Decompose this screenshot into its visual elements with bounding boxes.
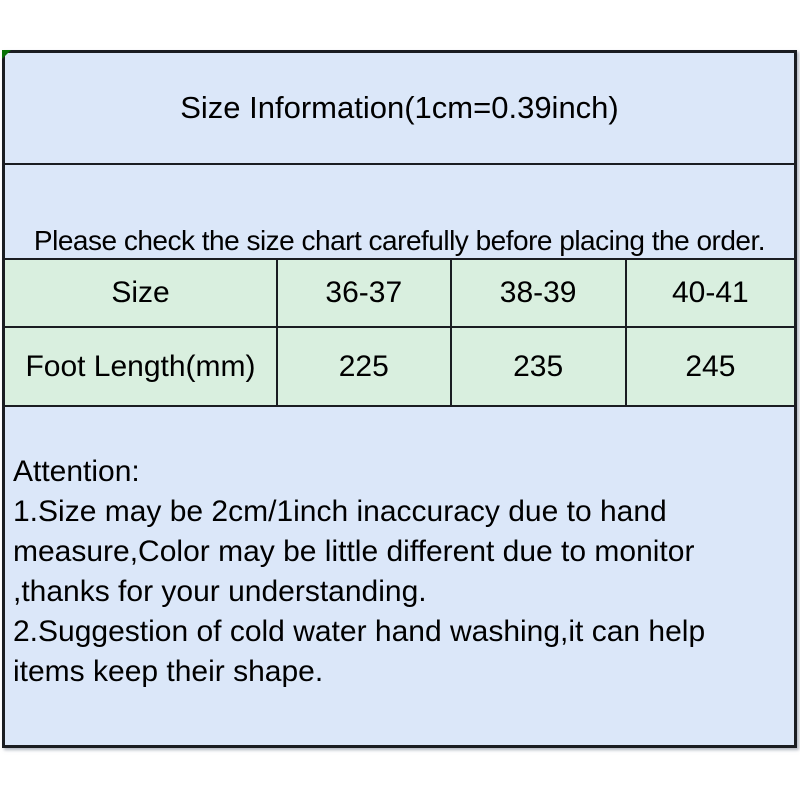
corner-accent-triangle-icon [2, 50, 11, 59]
notice-section: Please check the size chart carefully be… [5, 165, 794, 260]
attention-section: Attention: 1.Size may be 2cm/1inch inacc… [5, 407, 794, 745]
page-title: Size Information(1cm=0.39inch) [180, 90, 619, 125]
size-info-panel: Size Information(1cm=0.39inch) Please ch… [2, 50, 797, 748]
notice-text: Please check the size chart carefully be… [33, 225, 766, 256]
attention-heading: Attention: [13, 455, 140, 488]
table-header-size-40-41: 40-41 [626, 260, 794, 328]
size-table: Size 36-37 38-39 40-41 Foot Length(mm) 2… [5, 260, 794, 407]
table-cell-foot-length-label: Foot Length(mm) [5, 328, 278, 407]
table-row-foot-length: Foot Length(mm) 225 235 245 [5, 328, 794, 407]
table-header-size-36-37: 36-37 [277, 260, 452, 328]
table-cell-length-225: 225 [277, 328, 452, 407]
table-header-size-38-39: 38-39 [451, 260, 627, 328]
table-row-header: Size 36-37 38-39 40-41 [5, 260, 794, 328]
table-header-size: Size [5, 260, 278, 328]
attention-line-5: items keep their shape. [13, 655, 324, 688]
attention-line-1: 1.Size may be 2cm/1inch inaccuracy due t… [13, 495, 667, 528]
attention-line-2: measure,Color may be little different du… [13, 535, 695, 568]
table-cell-length-245: 245 [626, 328, 794, 407]
attention-line-3: ,thanks for your understanding. [13, 575, 427, 608]
table-cell-length-235: 235 [451, 328, 627, 407]
title-section: Size Information(1cm=0.39inch) [5, 53, 794, 165]
attention-line-4: 2.Suggestion of cold water hand washing,… [13, 615, 706, 648]
